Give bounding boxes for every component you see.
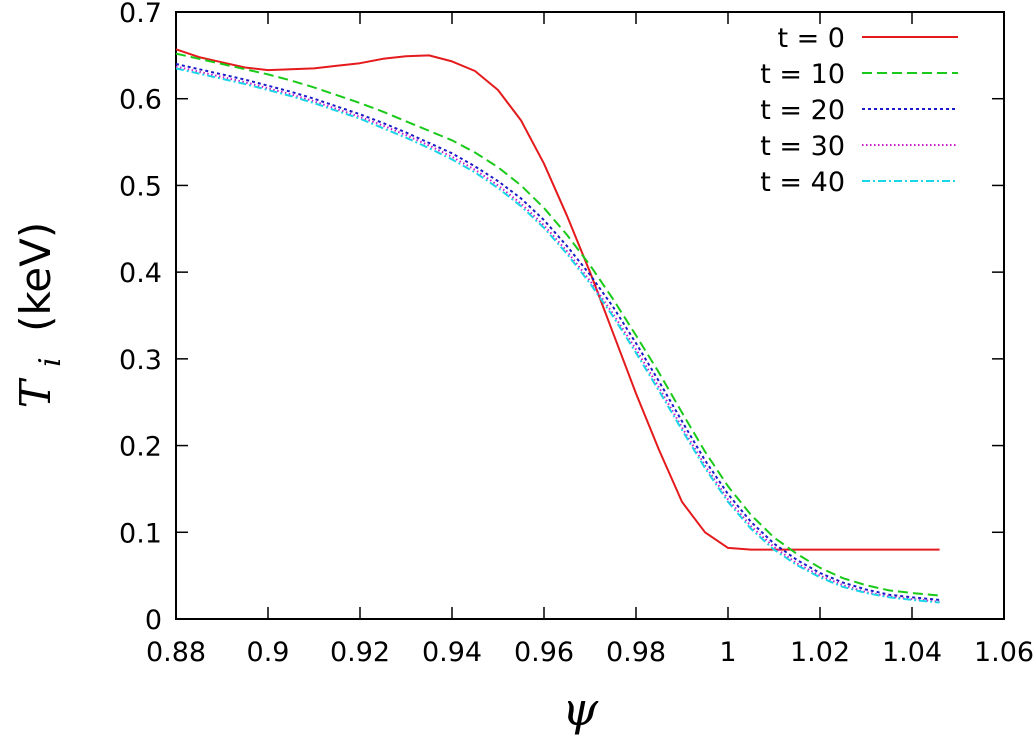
x-tick-label: 0.9: [247, 637, 290, 668]
x-tick-label: 1: [719, 637, 736, 668]
legend-label-1: t = 10: [760, 59, 845, 90]
y-axis-title-unit: (keV): [11, 222, 60, 332]
y-tick-label: 0.3: [119, 345, 162, 376]
legend-label-4: t = 40: [760, 167, 845, 198]
x-tick-label: 0.96: [514, 637, 574, 668]
legend-label-0: t = 0: [777, 23, 845, 54]
y-tick-label: 0.6: [119, 85, 162, 116]
x-tick-label: 0.98: [606, 637, 666, 668]
x-tick-label: 1.06: [974, 637, 1034, 668]
y-tick-label: 0.4: [119, 258, 162, 289]
legend: t = 0 t = 10 t = 20 t = 30 t = 40: [760, 23, 958, 198]
axes-layer: [176, 12, 1004, 619]
y-tick-label: 0.5: [119, 171, 162, 202]
legend-label-2: t = 20: [760, 95, 845, 126]
x-tick-label: 0.88: [146, 637, 206, 668]
ticks-layer: 0.88 0.9 0.92 0.94 0.96 0.98 1 1.02 1.04 1.06 0 0.1…: [119, 0, 1034, 668]
plot-frame: [176, 12, 1004, 619]
x-tick-label: 0.92: [330, 637, 390, 668]
y-tick-label: 0.7: [119, 0, 162, 29]
x-axis-title: ψ: [562, 682, 599, 736]
legend-label-3: t = 30: [760, 131, 845, 162]
svg-text:T i (keV): T i (keV): [11, 222, 70, 409]
x-tick-label: 1.02: [790, 637, 850, 668]
y-tick-label: 0: [145, 605, 162, 636]
y-tick-label: 0.1: [119, 518, 162, 549]
x-tick-label: 0.94: [422, 637, 482, 668]
x-tick-label: 1.04: [882, 637, 942, 668]
y-axis-title-main: T: [11, 377, 60, 408]
y-tick-label: 0.2: [119, 432, 162, 463]
y-axis-title: T i (keV): [11, 222, 70, 409]
y-axis-title-subscript: i: [33, 357, 68, 367]
